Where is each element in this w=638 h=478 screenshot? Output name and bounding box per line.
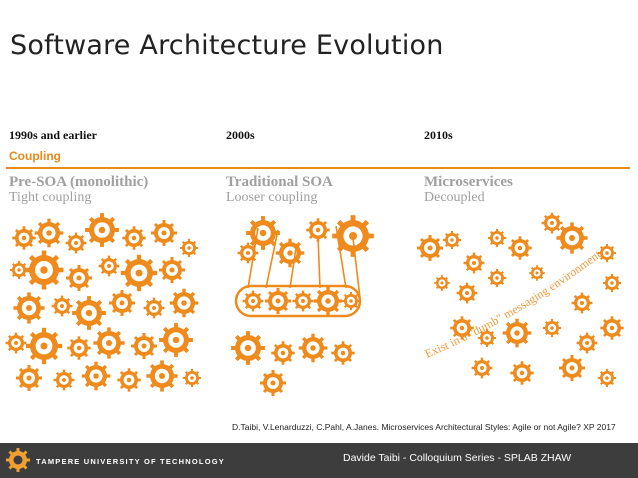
monolithic-gears-illustration bbox=[4, 211, 203, 394]
gear-icon bbox=[312, 285, 344, 317]
gear-icon bbox=[297, 332, 329, 364]
gear-icon bbox=[4, 331, 28, 355]
slide-title: Software Architecture Evolution bbox=[10, 30, 444, 61]
column-heading-soa: Traditional SOA bbox=[226, 174, 333, 190]
gear-icon bbox=[70, 294, 108, 332]
microservices-illustration: Exist in a "dumb" messaging environment bbox=[415, 211, 626, 389]
gear-icon bbox=[557, 353, 587, 383]
soa-gears-illustration bbox=[229, 208, 388, 398]
gear-icon bbox=[441, 229, 463, 251]
gear-icon bbox=[540, 211, 564, 235]
gear-icon bbox=[528, 264, 546, 282]
gear-icon bbox=[596, 367, 618, 389]
gear-icon bbox=[157, 255, 187, 285]
gear-icon bbox=[329, 339, 357, 367]
gear-icon bbox=[274, 237, 306, 269]
gear-icon bbox=[149, 218, 179, 248]
gear-icon bbox=[575, 331, 599, 355]
gear-icon bbox=[14, 363, 44, 393]
gear-icon bbox=[541, 317, 563, 339]
gear-icon bbox=[25, 251, 64, 290]
gear-icon bbox=[455, 281, 479, 305]
gear-icon bbox=[332, 215, 374, 257]
gear-icon bbox=[33, 217, 65, 249]
gear-icon bbox=[10, 224, 38, 252]
gear-icon bbox=[501, 317, 533, 349]
era-label-2000s: 2000s bbox=[226, 128, 255, 142]
footer-bar: TAMPERE UNIVERSITY OF TECHNOLOGY Davide … bbox=[0, 443, 638, 478]
gear-icon bbox=[241, 289, 265, 313]
column-subheading-soa: Looser coupling bbox=[226, 190, 318, 205]
gear-icon bbox=[64, 263, 94, 293]
column-subheading-microservices: Decoupled bbox=[424, 190, 485, 205]
gear-icon bbox=[258, 368, 288, 398]
gear-icon bbox=[120, 224, 148, 252]
column-subheading-pre-soa: Tight coupling bbox=[9, 190, 92, 205]
gear-icon bbox=[65, 334, 93, 362]
gear-icon bbox=[97, 254, 121, 278]
university-name: TAMPERE UNIVERSITY OF TECHNOLOGY bbox=[36, 457, 225, 466]
coupling-label: Coupling bbox=[9, 149, 61, 163]
gear-icon bbox=[508, 359, 536, 387]
gear-icon bbox=[263, 286, 293, 316]
column-heading-pre-soa: Pre-SOA (monolithic) bbox=[9, 174, 149, 190]
gear-icon bbox=[181, 367, 203, 389]
gear-icon bbox=[433, 274, 451, 292]
gear-icon bbox=[129, 331, 159, 361]
era-label-1990s: 1990s and earlier bbox=[9, 128, 97, 142]
gear-icon bbox=[50, 294, 74, 318]
divider-line bbox=[6, 167, 630, 169]
gear-icon bbox=[80, 360, 112, 392]
gear-icon bbox=[462, 251, 486, 275]
gear-icon bbox=[506, 234, 534, 262]
gear-icon bbox=[144, 358, 180, 394]
gear-icon bbox=[486, 227, 508, 249]
gear-icon bbox=[291, 289, 315, 313]
gear-icon bbox=[415, 233, 445, 263]
gear-icon bbox=[91, 325, 127, 361]
gear-icon bbox=[142, 296, 166, 320]
gear-icon bbox=[11, 290, 47, 326]
gear-icon bbox=[26, 328, 62, 364]
era-label-2010s: 2010s bbox=[424, 128, 453, 142]
gear-icon bbox=[121, 255, 157, 291]
gear-icon bbox=[554, 220, 590, 256]
gear-icon bbox=[269, 339, 297, 367]
column-heading-microservices: Microservices bbox=[424, 174, 513, 190]
gear-icon bbox=[486, 267, 508, 289]
university-logo-icon bbox=[6, 448, 30, 472]
gear-icon bbox=[598, 314, 626, 342]
gear-icon bbox=[64, 231, 88, 255]
gear-icon bbox=[115, 366, 143, 394]
gear-icon bbox=[107, 288, 137, 318]
gear-icon bbox=[470, 356, 494, 380]
gear-icon bbox=[570, 291, 594, 315]
presenter-info: Davide Taibi - Colloquium Series - SPLAB… bbox=[343, 452, 572, 464]
gear-icon bbox=[157, 321, 195, 359]
citation: D.Taibi, V.Lenarduzzi, C.Pahl, A.Janes. … bbox=[232, 422, 616, 432]
gear-icon bbox=[168, 287, 200, 319]
gear-icon bbox=[178, 237, 200, 259]
gear-icon bbox=[52, 368, 76, 392]
gear-icon bbox=[601, 272, 623, 294]
gear-icon bbox=[229, 329, 267, 367]
gear-icon bbox=[83, 211, 121, 249]
